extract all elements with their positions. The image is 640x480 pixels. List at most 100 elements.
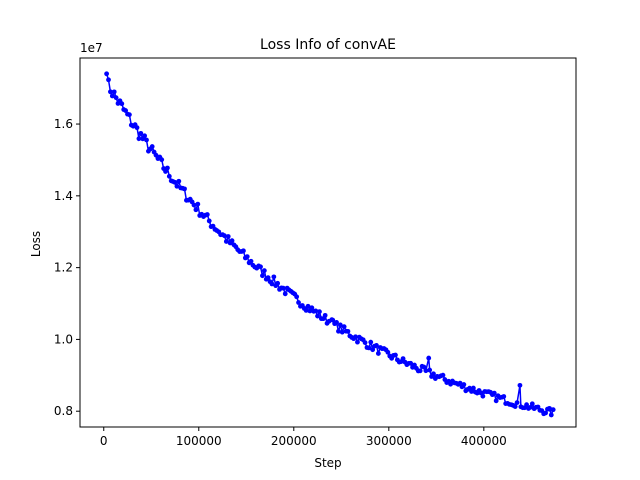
- data-point: [493, 398, 499, 404]
- data-point: [417, 368, 423, 374]
- data-point: [426, 355, 432, 361]
- data-point: [206, 218, 212, 224]
- x-tick-label: 300000: [366, 434, 412, 448]
- data-point: [309, 305, 315, 311]
- data-point: [223, 239, 229, 244]
- data-point: [149, 144, 155, 149]
- data-point: [271, 274, 277, 280]
- data-point: [385, 349, 391, 355]
- x-tick-label: 400000: [461, 434, 507, 448]
- data-point: [275, 280, 281, 286]
- data-point: [134, 125, 140, 131]
- data-point: [491, 390, 497, 396]
- data-point: [174, 183, 180, 189]
- plot-frame: [79, 57, 577, 428]
- data-point: [111, 89, 117, 95]
- data-point: [480, 393, 486, 399]
- data-point: [104, 71, 110, 77]
- data-point: [393, 352, 398, 358]
- data-point: [225, 234, 231, 239]
- data-point: [517, 382, 523, 388]
- chart-title: Loss Info of convAE: [260, 37, 396, 53]
- data-point: [543, 410, 548, 416]
- y-tick-label: 1.6: [54, 117, 73, 131]
- data-point: [303, 307, 309, 313]
- y-tick-label: 1.4: [54, 189, 73, 203]
- data-point: [431, 371, 436, 377]
- series-layer: [104, 71, 556, 418]
- data-point: [136, 136, 142, 142]
- data-point: [127, 112, 132, 118]
- y-tick-label: 0.8: [54, 404, 73, 418]
- data-point: [512, 404, 518, 409]
- data-point: [501, 394, 507, 399]
- data-point: [362, 340, 368, 345]
- data-point: [108, 89, 113, 95]
- data-point: [313, 308, 319, 314]
- data-point: [334, 319, 339, 325]
- x-axis-label: Step: [314, 456, 341, 470]
- data-point: [336, 328, 341, 334]
- x-tick-label: 200000: [271, 434, 317, 448]
- x-tick-label: 100000: [176, 434, 222, 448]
- data-point: [370, 347, 376, 353]
- data-point: [355, 339, 360, 345]
- data-point: [195, 201, 201, 207]
- data-point: [337, 322, 343, 328]
- data-point: [159, 157, 165, 163]
- data-point: [191, 202, 197, 208]
- data-point: [123, 108, 129, 113]
- data-point: [241, 248, 246, 254]
- data-point: [366, 345, 372, 351]
- data-point: [204, 212, 210, 217]
- data-point: [282, 291, 288, 297]
- data-point: [315, 313, 320, 319]
- data-point: [368, 339, 374, 345]
- data-point: [440, 372, 446, 378]
- data-point: [142, 133, 148, 139]
- data-point: [296, 300, 301, 305]
- data-point: [165, 165, 170, 171]
- y-tick-label: 1.0: [54, 332, 73, 346]
- data-point: [374, 343, 379, 348]
- data-point: [529, 401, 535, 407]
- data-point: [106, 77, 111, 83]
- data-point: [113, 95, 119, 101]
- data-point: [330, 317, 336, 323]
- data-point: [294, 294, 300, 300]
- data-point: [248, 258, 254, 264]
- y-axis-label: Loss: [29, 231, 43, 257]
- data-point: [457, 380, 463, 386]
- data-point: [265, 275, 271, 281]
- data-point: [109, 93, 115, 99]
- x-tick-label: 0: [100, 434, 108, 448]
- data-point: [461, 382, 467, 387]
- data-point: [345, 328, 351, 334]
- data-point: [138, 130, 144, 136]
- data-point: [222, 233, 227, 239]
- data-point: [269, 281, 275, 287]
- data-point: [119, 101, 125, 107]
- data-point: [305, 303, 311, 309]
- data-point: [144, 137, 149, 143]
- data-point: [172, 179, 178, 185]
- data-point: [258, 264, 263, 270]
- data-point: [524, 402, 529, 408]
- data-point: [322, 312, 328, 318]
- data-point: [317, 309, 322, 315]
- data-point: [166, 173, 172, 179]
- data-point: [341, 324, 347, 330]
- ticks-layer: 0 100000 200000 300000 400000 0.8 1.0 1.2 1.4 1.6: [54, 117, 507, 448]
- data-point: [527, 404, 533, 410]
- data-point: [260, 273, 265, 279]
- data-point: [280, 285, 286, 291]
- data-point: [514, 400, 520, 405]
- data-point: [244, 254, 250, 260]
- data-point: [427, 367, 433, 373]
- y-tick-label: 1.2: [54, 261, 73, 275]
- data-point: [182, 186, 187, 192]
- data-point: [229, 238, 235, 244]
- data-point: [421, 364, 427, 370]
